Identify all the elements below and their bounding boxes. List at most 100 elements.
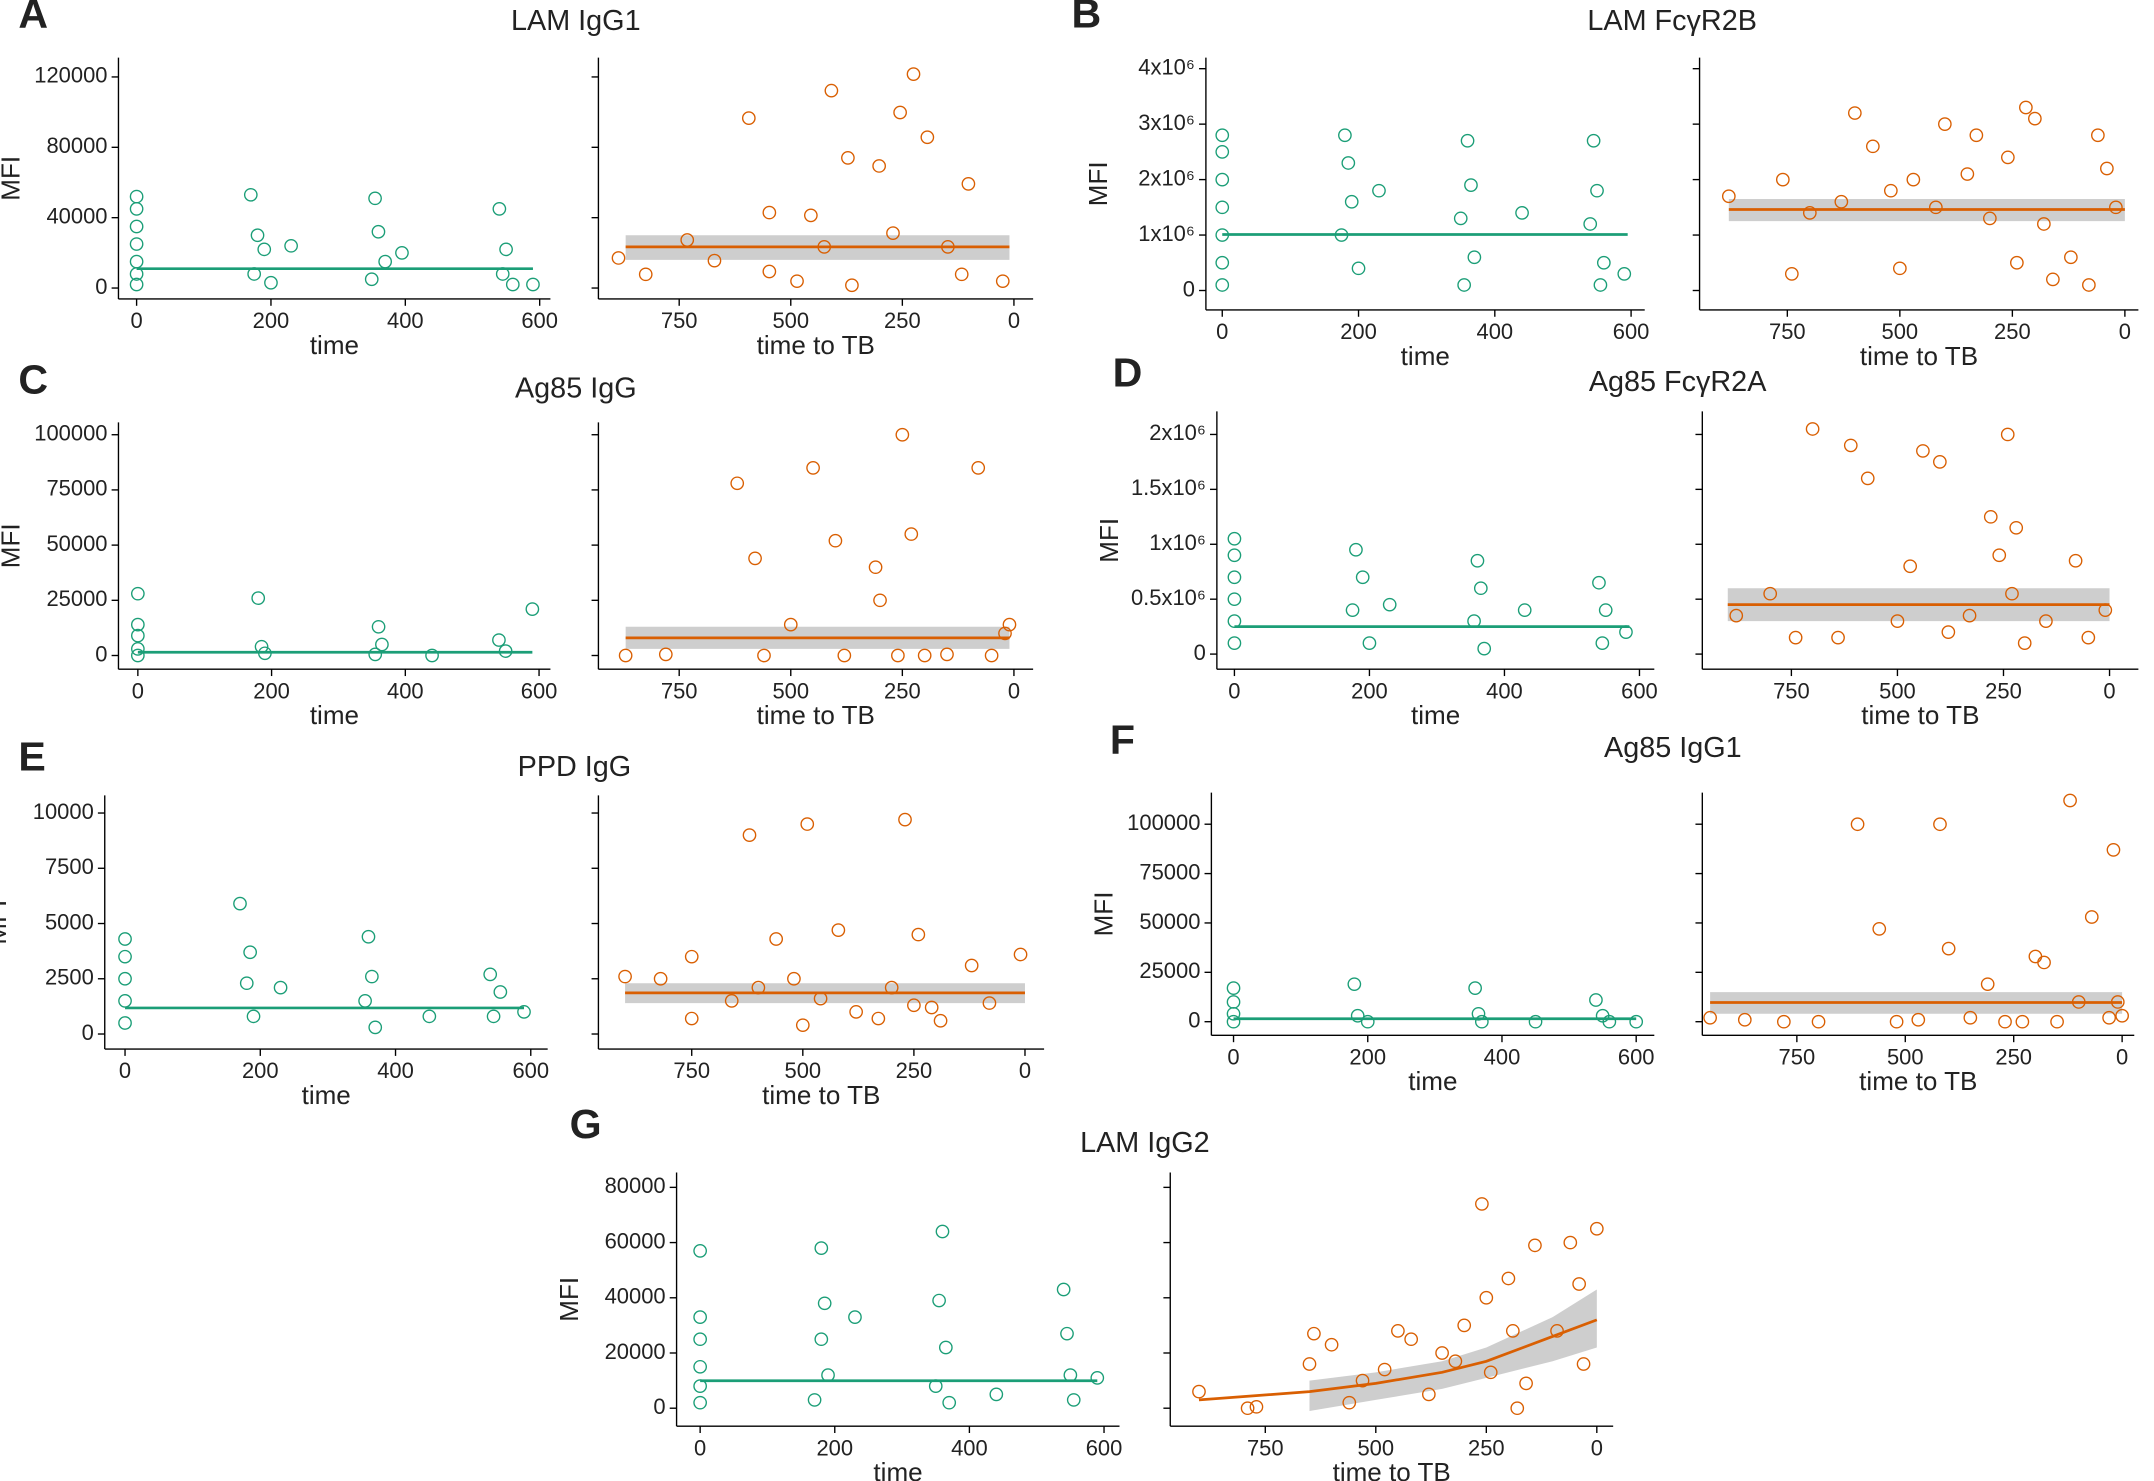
data-point [2115,1008,2129,1023]
data-point [130,586,145,601]
data-point [783,617,798,632]
x-tick-label: 200 [1351,678,1388,703]
y-tick-label: 7500 [45,854,94,879]
data-point [748,551,762,566]
y-tick-label: 1x10⁶ [1138,221,1195,246]
data-point [129,219,144,234]
data-point [893,105,907,120]
data-point [118,932,132,946]
data-point [1226,981,1241,995]
data-point [618,969,632,984]
x-tick-label: 0 [131,308,143,333]
data-point [1227,531,1242,546]
data-point [492,633,506,647]
y-tick-label: 80000 [605,1173,666,1198]
data-point [917,648,932,663]
data-point [1703,1010,1717,1025]
data-point [1338,128,1352,143]
data-point [1802,206,1817,220]
data-point [1596,255,1611,270]
data-point [787,971,801,986]
x-axis-label: time to TB [762,1080,880,1110]
data-point [762,205,777,220]
x-tick-label: 600 [521,308,558,333]
data-point [130,617,145,632]
x-tick-label: 200 [242,1058,279,1083]
data-point [1468,981,1482,995]
x-tick-label: 750 [1247,1435,1284,1460]
data-point [800,817,815,831]
x-tick-label: 500 [772,678,809,703]
data-point [1240,1401,1255,1416]
data-point [924,1000,939,1015]
data-point [814,1241,829,1255]
data-point [264,275,278,290]
data-point [684,1011,699,1026]
data-point [940,647,954,662]
data-point [1215,128,1230,143]
data-point [1941,625,1956,639]
data-point [395,245,409,260]
x-tick-label: 500 [1357,1435,1394,1460]
x-tick-label: 0 [2119,319,2131,344]
data-point [2028,111,2042,126]
x-tick-label: 400 [1484,1044,1521,1069]
data-point [1960,167,1975,181]
x-axis-label: time [1401,341,1450,371]
y-tick-label: 25000 [1139,958,1200,983]
data-point [526,277,540,292]
data-point [1983,211,1997,226]
data-point [505,277,520,292]
data-point [1892,261,1907,276]
x-tick-label: 0 [694,1435,706,1460]
data-point [841,151,855,165]
data-point [2037,217,2051,231]
data-point [1060,1326,1074,1341]
x-axis-label: time [310,700,359,730]
data-point [995,274,1010,289]
data-point [361,929,376,944]
data-point [1834,194,1849,209]
y-tick-label: 25000 [46,586,107,611]
data-point [1903,559,1918,574]
data-point [804,208,818,223]
data-point [1377,1362,1392,1377]
data-point [368,1020,383,1035]
data-point [130,642,145,656]
x-tick-label: 0 [1008,308,1020,333]
panel-title: LAM FcγR2B [1587,5,1757,37]
y-tick-label: 0 [95,274,107,299]
data-point [693,1359,707,1374]
data-point [129,189,144,204]
data-point [1349,542,1363,557]
data-point [1992,548,2007,563]
data-point [837,648,852,663]
data-point [1737,1012,1752,1027]
x-tick-label: 0 [1216,319,1228,344]
data-point [1421,1387,1436,1402]
y-tick-label: 10000 [33,799,94,824]
y-tick-label: 2x10⁶ [1149,420,1206,445]
data-point [757,648,771,663]
data-point [118,949,132,964]
data-point [824,83,839,98]
data-point [2106,843,2121,857]
y-tick-label: 120000 [34,63,107,88]
data-point [1355,1373,1370,1388]
data-point [130,648,145,663]
data-point [358,994,372,1008]
data-point [1215,255,1230,270]
data-point [1602,1014,1617,1029]
data-point [1355,570,1370,585]
data-point [1586,133,1601,148]
data-point [1933,455,1947,469]
data-point [1345,603,1360,618]
data-point [724,994,739,1008]
y-tick-label: 2x10⁶ [1138,165,1195,190]
y-tick-label: 50000 [46,531,107,556]
data-point [1865,139,1880,154]
data-point [2010,255,2024,270]
panel-letter: F [1110,717,1135,763]
data-point [872,159,886,173]
x-tick-label: 500 [1882,319,1919,344]
